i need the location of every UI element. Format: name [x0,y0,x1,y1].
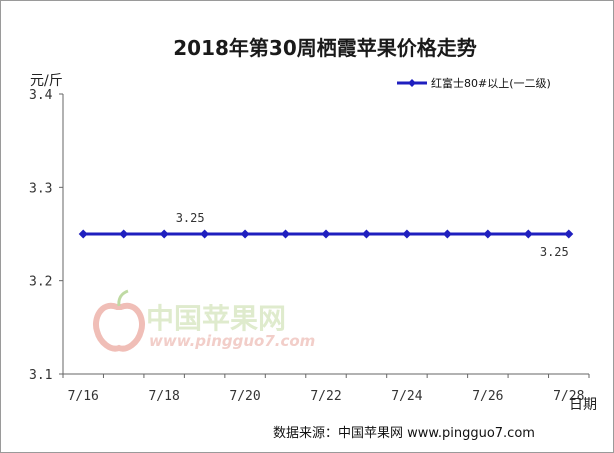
data-point [200,229,210,239]
x-tick-label: 7/20 [229,389,260,404]
data-point [361,229,371,239]
legend-label: 红富士80#以上(一二级) [431,76,551,90]
y-tick-label: 3.3 [29,181,52,196]
data-label: 3.25 [176,211,205,225]
x-tick-label: 7/22 [310,389,341,404]
data-point [281,229,291,239]
x-tick-label: 7/28 [553,389,584,404]
data-point [119,229,129,239]
data-labels: 3.25 3.25 [176,211,569,259]
chart-title: 2018年第30周栖霞苹果价格走势 [173,36,477,60]
watermark: 中国苹果网 www.pingguo7.com [93,289,315,352]
x-tick-label: 7/26 [472,389,503,404]
axes [59,93,590,378]
data-point [483,229,493,239]
legend-marker [408,79,416,87]
data-point [159,229,169,239]
data-point [78,229,88,239]
data-point [523,229,533,239]
y-tick-label: 3.2 [29,275,52,290]
data-label: 3.25 [540,245,569,259]
data-point [442,229,452,239]
data-point [564,229,574,239]
x-tick-label: 7/24 [391,389,422,404]
data-point [240,229,250,239]
apple-logo-icon [93,289,145,352]
y-tick-labels: 3.1 3.2 3.3 3.4 [29,88,53,383]
y-axis-unit: 元/斤 [30,73,63,89]
series-layer [78,229,574,239]
legend: 红富士80#以上(一二级) [397,76,551,90]
watermark-text: 中国苹果网 [146,302,286,335]
y-tick-label: 3.1 [29,368,52,383]
x-axis-label: 日期 [569,397,597,413]
x-tick-label: 7/16 [68,389,99,404]
source-note: 数据来源：中国苹果网 www.pingguo7.com [273,426,535,441]
watermark-url: www.pingguo7.com [149,332,315,350]
data-point [402,229,412,239]
x-tick-label: 7/18 [148,389,179,404]
y-tick-label: 3.4 [29,88,53,103]
x-tick-labels: 7/16 7/18 7/20 7/22 7/24 7/26 7/28 [68,389,585,404]
data-point [321,229,331,239]
